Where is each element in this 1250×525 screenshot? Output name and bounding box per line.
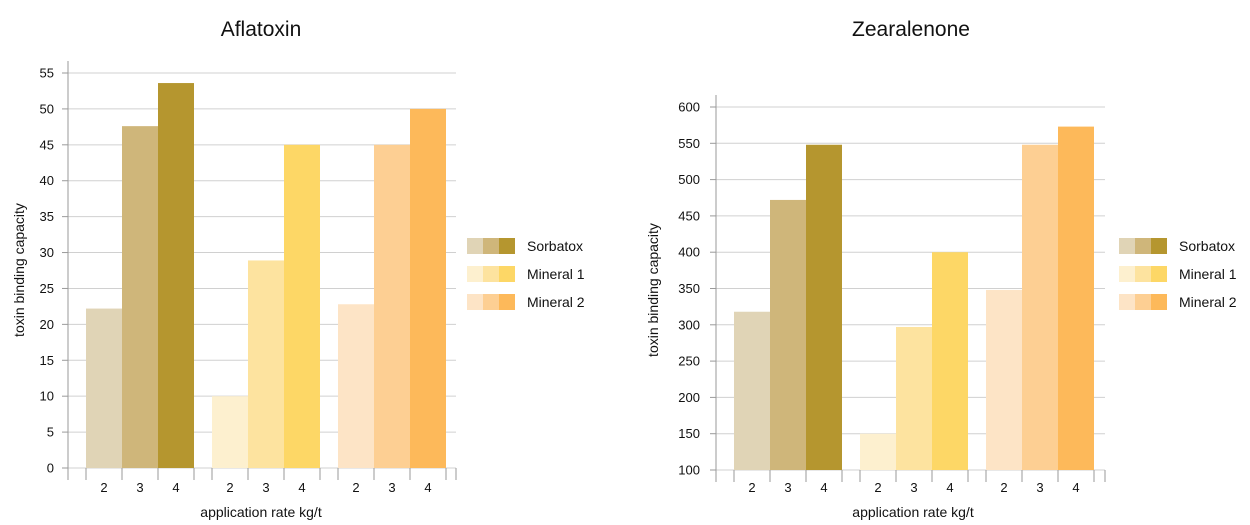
- legend-swatch: [467, 238, 483, 254]
- y-tick-label: 45: [40, 137, 54, 152]
- y-tick-label: 35: [40, 209, 54, 224]
- legend-swatch: [483, 294, 499, 310]
- legend-swatch: [1119, 294, 1135, 310]
- legend-swatch: [1135, 294, 1151, 310]
- legend-swatch: [1135, 238, 1151, 254]
- x-tick-label: 4: [424, 480, 431, 495]
- bar-mineral-1-2: [860, 434, 896, 470]
- legend-swatch: [483, 266, 499, 282]
- x-tick-label: 3: [136, 480, 143, 495]
- x-axis-label: application rate kg/t: [200, 504, 322, 520]
- y-tick-label: 500: [678, 172, 700, 187]
- y-tick-label: 350: [678, 281, 700, 296]
- bar-mineral-1-4: [932, 252, 968, 470]
- y-axis-label: toxin binding capacity: [11, 203, 27, 337]
- legend-swatch: [1151, 266, 1167, 282]
- bar-mineral-2-4: [410, 109, 446, 468]
- legend-swatch: [467, 266, 483, 282]
- x-tick-label: 3: [910, 480, 917, 495]
- y-tick-label: 0: [47, 461, 54, 476]
- x-tick-label: 3: [1036, 480, 1043, 495]
- x-tick-label: 4: [172, 480, 179, 495]
- legend-label-mineral-1: Mineral 1: [527, 266, 585, 282]
- x-tick-label: 4: [298, 480, 305, 495]
- chart-aflatoxin: Aflatoxin application rate kg/t toxin bi…: [11, 18, 585, 520]
- x-tick-label: 2: [748, 480, 755, 495]
- x-tick-label: 2: [1000, 480, 1007, 495]
- y-tick-label: 15: [40, 353, 54, 368]
- x-tick-label: 4: [820, 480, 827, 495]
- y-tick-label: 250: [678, 354, 700, 369]
- x-tick-label: 2: [100, 480, 107, 495]
- y-tick-label: 5: [47, 425, 54, 440]
- y-tick-label: 200: [678, 390, 700, 405]
- chart-title: Zearalenone: [852, 18, 970, 41]
- y-tick-label: 25: [40, 281, 54, 296]
- x-tick-label: 2: [226, 480, 233, 495]
- bar-mineral-2-4: [1058, 127, 1094, 470]
- legend-label-sorbatox: Sorbatox: [527, 238, 583, 254]
- x-tick-label: 3: [262, 480, 269, 495]
- legend-swatch: [483, 238, 499, 254]
- legend-swatch: [1119, 238, 1135, 254]
- legend-label-mineral-2: Mineral 2: [527, 294, 585, 310]
- bar-sorbatox-2: [734, 312, 770, 470]
- y-tick-label: 20: [40, 317, 54, 332]
- legend-label-sorbatox: Sorbatox: [1179, 238, 1235, 254]
- y-tick-label: 300: [678, 317, 700, 332]
- chart-zearalenone: Zearalenone application rate kg/t toxin …: [645, 18, 1237, 520]
- bar-mineral-2-2: [986, 290, 1022, 470]
- bar-sorbatox-3: [770, 200, 806, 470]
- legend-label-mineral-2: Mineral 2: [1179, 294, 1237, 310]
- bar-sorbatox-4: [806, 145, 842, 470]
- legend-label-mineral-1: Mineral 1: [1179, 266, 1237, 282]
- y-tick-label: 100: [678, 463, 700, 478]
- legend-swatch: [467, 294, 483, 310]
- x-axis-label: application rate kg/t: [852, 504, 974, 520]
- legend-swatch: [499, 294, 515, 310]
- bar-mineral-2-3: [1022, 145, 1058, 470]
- bar-sorbatox-2: [86, 309, 122, 468]
- legend-swatch: [1119, 266, 1135, 282]
- chart-title: Aflatoxin: [221, 18, 302, 41]
- x-tick-label: 4: [946, 480, 953, 495]
- legend-swatch: [499, 266, 515, 282]
- y-tick-label: 450: [678, 208, 700, 223]
- legend-swatch: [499, 238, 515, 254]
- bar-sorbatox-3: [122, 126, 158, 468]
- y-tick-label: 10: [40, 389, 54, 404]
- y-tick-label: 50: [40, 101, 54, 116]
- y-axis-label: toxin binding capacity: [645, 223, 661, 357]
- x-tick-label: 3: [784, 480, 791, 495]
- y-tick-label: 550: [678, 136, 700, 151]
- x-tick-label: 3: [388, 480, 395, 495]
- legend-swatch: [1151, 238, 1167, 254]
- y-tick-label: 30: [40, 245, 54, 260]
- y-tick-label: 600: [678, 100, 700, 115]
- bar-mineral-1-3: [248, 260, 284, 468]
- y-tick-label: 400: [678, 245, 700, 260]
- bar-mineral-1-2: [212, 396, 248, 468]
- bar-mineral-1-4: [284, 145, 320, 468]
- bar-mineral-1-3: [896, 327, 932, 470]
- x-tick-label: 4: [1072, 480, 1079, 495]
- x-tick-label: 2: [352, 480, 359, 495]
- bar-mineral-2-3: [374, 145, 410, 468]
- legend-swatch: [1151, 294, 1167, 310]
- y-tick-label: 40: [40, 173, 54, 188]
- bar-mineral-2-2: [338, 304, 374, 468]
- bar-sorbatox-4: [158, 83, 194, 468]
- y-tick-label: 55: [40, 66, 54, 81]
- legend-swatch: [1135, 266, 1151, 282]
- y-tick-label: 150: [678, 426, 700, 441]
- x-tick-label: 2: [874, 480, 881, 495]
